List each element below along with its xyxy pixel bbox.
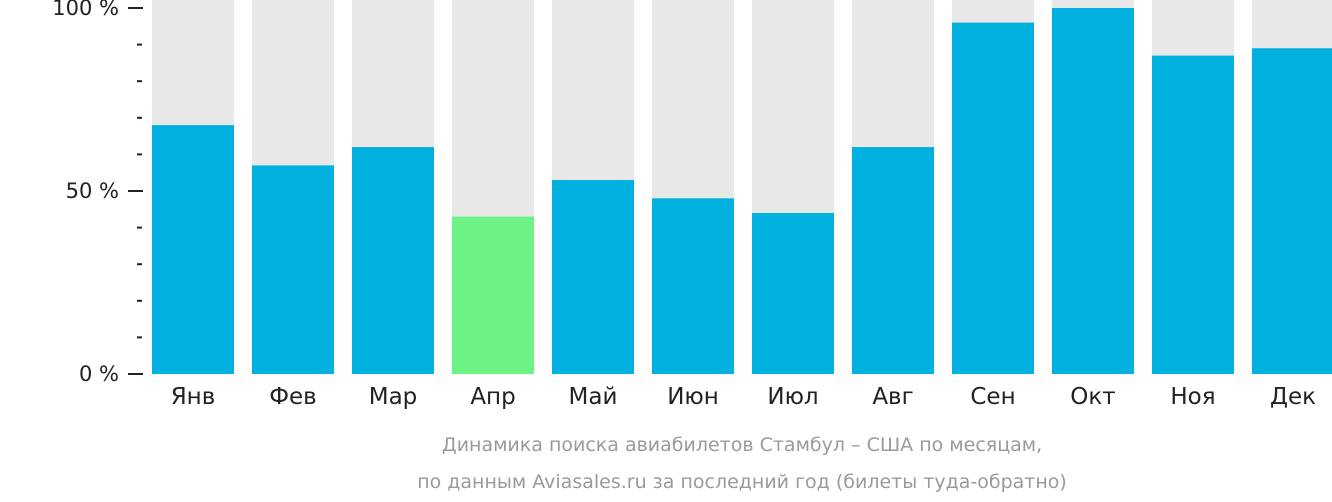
- bar: [252, 165, 334, 374]
- x-tick-label: Окт: [1070, 384, 1115, 410]
- bar: [552, 180, 634, 374]
- x-tick-label: Дек: [1270, 384, 1316, 410]
- x-tick-label: Авг: [872, 384, 913, 410]
- bar: [1152, 55, 1234, 375]
- bar: [152, 125, 234, 375]
- x-tick-label: Июл: [767, 384, 818, 410]
- y-tick-label: 50 %: [66, 179, 119, 203]
- bar: [752, 212, 834, 374]
- x-tick-label: Апр: [470, 384, 515, 410]
- y-tick-label: 100 %: [52, 0, 119, 20]
- x-tick-label: Мар: [369, 384, 418, 410]
- x-tick-label: Ноя: [1170, 384, 1215, 410]
- bar: [452, 216, 534, 374]
- bars: [152, 8, 1332, 375]
- bar: [1052, 8, 1134, 374]
- bar: [852, 147, 934, 374]
- caption-line-2: по данным Aviasales.ru за последний год …: [417, 471, 1067, 493]
- x-tick-label: Янв: [171, 384, 216, 410]
- x-tick-label: Май: [569, 384, 618, 410]
- x-axis-labels: Янв Фев Мар Апр Май Июн Июл Авг Сен Окт Ноя Дек: [171, 384, 1316, 410]
- x-tick-label: Июн: [667, 384, 719, 410]
- bar: [952, 22, 1034, 374]
- bar: [1252, 48, 1332, 374]
- x-tick-label: Сен: [970, 384, 1015, 410]
- x-tick-label: Фев: [269, 384, 317, 410]
- bar: [352, 147, 434, 374]
- y-axis: 0 % 50 % 100 %: [52, 0, 143, 386]
- bar: [652, 198, 734, 374]
- y-tick-label: 0 %: [79, 362, 119, 386]
- caption-line-1: Динамика поиска авиабилетов Стамбул – СШ…: [442, 434, 1042, 456]
